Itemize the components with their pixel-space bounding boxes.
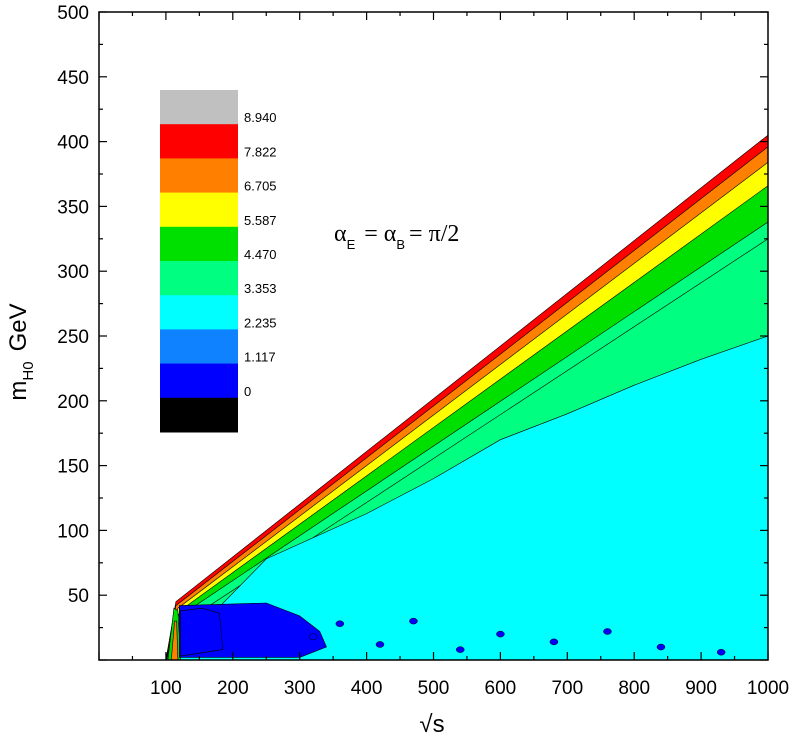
x-tick-label: 700 bbox=[551, 678, 583, 699]
y-tick-label: 100 bbox=[57, 521, 89, 542]
legend-swatch bbox=[160, 124, 238, 159]
legend-label: 6.705 bbox=[244, 179, 277, 194]
legend-label: 8.940 bbox=[244, 110, 277, 125]
x-tick-label: 800 bbox=[618, 678, 650, 699]
y-tick-label: 200 bbox=[57, 392, 89, 413]
x-tick-label: 500 bbox=[418, 678, 450, 699]
axis-ticks bbox=[98, 11, 769, 661]
annotation-alpha-b: α bbox=[384, 221, 397, 247]
svg-text:αE = αB= π/2: αE = αB = π/2 bbox=[334, 221, 459, 252]
legend-label: 1.117 bbox=[244, 350, 276, 365]
contour-speckle bbox=[335, 620, 345, 627]
contour-speckle bbox=[496, 630, 505, 638]
legend-label: 2.235 bbox=[244, 315, 277, 330]
y-axis-label: mH0 GeV bbox=[5, 303, 37, 400]
legend-swatch bbox=[160, 226, 238, 262]
y-axis-label-sub: H0 bbox=[20, 361, 37, 380]
annotation-alpha-e: α bbox=[334, 221, 347, 247]
legend-swatch bbox=[160, 295, 238, 330]
contour-band-cyan bbox=[165, 335, 768, 660]
contour-speckle bbox=[656, 643, 666, 651]
y-tick-labels: 50 100 150 200 250 300 350 400 450 500 bbox=[57, 3, 89, 607]
x-axis-label: √s bbox=[419, 711, 444, 738]
x-tick-label: 900 bbox=[685, 678, 717, 699]
annotation: αE = αB = π/2 bbox=[334, 221, 459, 252]
y-axis-label-main: m bbox=[5, 381, 32, 401]
legend-label: 7.822 bbox=[244, 144, 277, 159]
legend-swatch bbox=[160, 90, 238, 125]
contour-speckle bbox=[375, 641, 385, 648]
y-tick-label: 500 bbox=[57, 3, 89, 24]
legend-swatch bbox=[160, 363, 238, 399]
contour-fills bbox=[165, 134, 768, 660]
y-tick-label: 300 bbox=[57, 262, 89, 283]
contour-speckle bbox=[603, 628, 612, 635]
x-tick-label: 100 bbox=[150, 678, 182, 699]
legend-swatch bbox=[160, 158, 238, 194]
contour-band-blue-core bbox=[180, 607, 224, 657]
legend-label: 0 bbox=[244, 384, 251, 399]
x-tick-labels: 100 200 300 400 500 600 700 800 900 1000 bbox=[150, 678, 789, 699]
legend-labels: 0 1.117 2.235 3.353 4.470 5.587 6.705 7.822 8.94… bbox=[244, 110, 277, 399]
x-tick-label: 200 bbox=[217, 678, 249, 699]
y-tick-label: 150 bbox=[57, 457, 89, 478]
annotation-sub-b: B bbox=[396, 237, 405, 252]
x-tick-label: 400 bbox=[351, 678, 383, 699]
legend-swatch bbox=[160, 192, 238, 228]
y-tick-label: 350 bbox=[57, 197, 89, 218]
contour-speckle bbox=[409, 617, 418, 625]
x-tick-label: 1000 bbox=[747, 678, 789, 699]
contour-speckle bbox=[549, 638, 559, 646]
plot-area bbox=[98, 11, 769, 661]
legend-swatch bbox=[160, 329, 238, 365]
contour-speckle bbox=[716, 648, 726, 656]
legend-label: 5.587 bbox=[244, 213, 277, 228]
contour-threshold-core bbox=[170, 620, 179, 660]
legend: 0 1.117 2.235 3.353 4.470 5.587 6.705 7.822 8.94… bbox=[160, 90, 277, 433]
annotation-sub-e: E bbox=[347, 237, 356, 252]
legend-label: 3.353 bbox=[244, 281, 277, 296]
y-axis-label-unit: GeV bbox=[5, 303, 32, 351]
svg-text:mH0GeV: mH0 GeV bbox=[5, 303, 37, 400]
legend-swatch bbox=[160, 397, 238, 433]
annotation-rest: = π/2 bbox=[409, 221, 459, 247]
legend-label: 4.470 bbox=[244, 247, 277, 262]
x-tick-label: 600 bbox=[485, 678, 517, 699]
x-tick-label: 300 bbox=[284, 678, 316, 699]
y-tick-label: 250 bbox=[57, 327, 89, 348]
contour-speckle bbox=[308, 633, 318, 640]
contour-speckle bbox=[456, 646, 465, 653]
y-tick-label: 450 bbox=[57, 68, 89, 89]
legend-swatch bbox=[160, 261, 238, 296]
legend-swatches bbox=[160, 90, 238, 433]
y-tick-label: 400 bbox=[57, 133, 89, 154]
y-tick-label: 50 bbox=[68, 586, 89, 607]
